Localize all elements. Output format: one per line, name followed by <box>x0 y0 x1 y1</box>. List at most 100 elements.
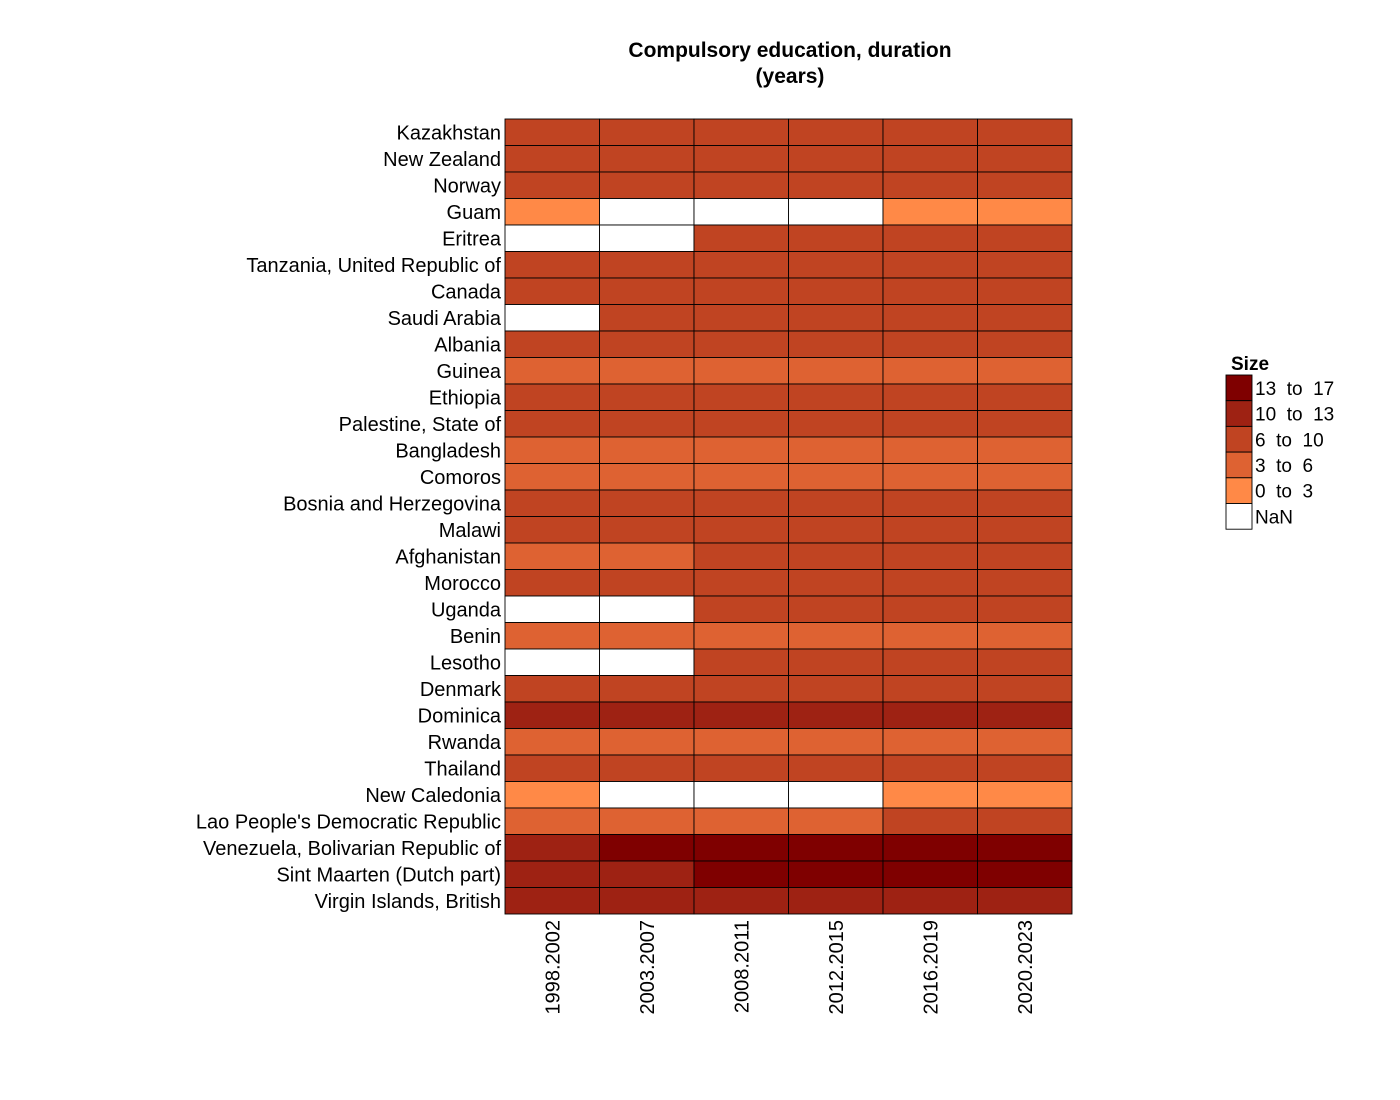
heatmap-cell <box>788 330 884 358</box>
heatmap-cell <box>882 224 978 252</box>
heatmap-cell <box>693 860 789 888</box>
heatmap-cell <box>788 357 884 385</box>
y-tick-label: Comoros <box>420 467 501 489</box>
heatmap-cell <box>882 357 978 385</box>
y-tick-label: Afghanistan <box>395 546 501 568</box>
heatmap-cell <box>977 436 1073 464</box>
heatmap-cell <box>788 622 884 650</box>
heatmap-cell <box>599 436 695 464</box>
heatmap-cell <box>882 304 978 332</box>
legend: Size 13 to 17 10 to 13 6 to 10 3 to 6 0 to 3… <box>1225 354 1334 530</box>
legend-swatch <box>1225 374 1253 402</box>
y-tick-label: Eritrea <box>442 228 502 250</box>
heatmap-cell <box>599 489 695 517</box>
heatmap-cell <box>977 622 1073 650</box>
heatmap-cell <box>788 807 884 835</box>
heatmap-cell <box>788 887 884 915</box>
y-tick-label: New Zealand <box>383 149 501 171</box>
heatmap-cell <box>882 463 978 491</box>
heatmap-cell <box>599 834 695 862</box>
heatmap-cell <box>504 675 600 703</box>
heatmap-cell <box>882 781 978 809</box>
heatmap-cell <box>882 675 978 703</box>
heatmap-cell <box>599 198 695 226</box>
heatmap-cell <box>599 701 695 729</box>
heatmap-cell <box>693 383 789 411</box>
y-tick-label: Lao People's Democratic Republic <box>196 811 501 833</box>
heatmap-cell <box>599 860 695 888</box>
x-tick-label: 2012.2015 <box>826 920 848 1015</box>
heatmap-cell <box>693 251 789 279</box>
heatmap-cell <box>504 728 600 756</box>
heatmap-cell <box>599 251 695 279</box>
heatmap-cell <box>504 410 600 438</box>
chart-title-line: (years) <box>756 65 825 88</box>
heatmap-cell <box>504 171 600 199</box>
heatmap-cell <box>882 622 978 650</box>
heatmap-cell <box>977 569 1073 597</box>
heatmap-cell <box>599 728 695 756</box>
y-tick-label: Rwanda <box>428 732 502 754</box>
heatmap-cell <box>693 675 789 703</box>
heatmap-cell <box>504 622 600 650</box>
heatmap-cell <box>882 251 978 279</box>
heatmap-cell <box>977 277 1073 305</box>
heatmap-cell <box>599 118 695 146</box>
heatmap-cell <box>599 807 695 835</box>
legend-label: 3 to 6 <box>1255 456 1313 477</box>
heatmap-cell <box>693 516 789 544</box>
y-tick-label: Kazakhstan <box>396 122 501 144</box>
legend-label: 10 to 13 <box>1255 405 1334 426</box>
heatmap-cell <box>882 807 978 835</box>
heatmap-cell <box>882 489 978 517</box>
y-tick-label: Thailand <box>424 758 501 780</box>
heatmap-cell <box>693 224 789 252</box>
heatmap-cell <box>882 383 978 411</box>
heatmap-cell <box>882 330 978 358</box>
heatmap-cell <box>693 436 789 464</box>
heatmap-cell <box>693 198 789 226</box>
y-tick-label: New Caledonia <box>365 785 502 807</box>
heatmap-cell <box>788 436 884 464</box>
heatmap-cell <box>504 595 600 623</box>
y-tick-label: Tanzania, United Republic of <box>246 255 501 277</box>
heatmap-cell <box>977 675 1073 703</box>
heatmap-cell <box>788 171 884 199</box>
heatmap-cell <box>882 648 978 676</box>
heatmap-cell <box>977 330 1073 358</box>
y-tick-labels: Kazakhstan New Zealand Norway Guam Eritrea Ta… <box>196 122 502 913</box>
y-tick-label: Uganda <box>431 599 502 621</box>
y-tick-label: Guam <box>447 202 501 224</box>
x-tick-labels: 1998.2002 2003.2007 2008.2011 2012.2015 2016… <box>542 920 1037 1015</box>
y-tick-label: Virgin Islands, British <box>315 891 501 913</box>
heatmap-cell <box>599 516 695 544</box>
heatmap-cell <box>693 357 789 385</box>
heatmap-cell <box>882 410 978 438</box>
heatmap-cell <box>504 463 600 491</box>
y-tick-label: Bosnia and Herzegovina <box>283 493 502 515</box>
heatmap-cell <box>599 595 695 623</box>
heatmap-cell <box>977 754 1073 782</box>
heatmap-cell <box>882 860 978 888</box>
heatmap-cell <box>977 834 1073 862</box>
y-tick-label: Albania <box>434 334 502 356</box>
heatmap-cell <box>599 754 695 782</box>
heatmap-cell <box>788 569 884 597</box>
y-tick-label: Bangladesh <box>395 440 501 462</box>
heatmap-cell <box>788 277 884 305</box>
heatmap-cell <box>788 860 884 888</box>
heatmap-cell <box>504 754 600 782</box>
heatmap-cell <box>504 701 600 729</box>
heatmap-cell <box>599 330 695 358</box>
legend-swatch <box>1225 425 1253 453</box>
heatmap-cell <box>788 198 884 226</box>
legend-swatch <box>1225 400 1253 427</box>
legend-label: 0 to 3 <box>1255 482 1313 503</box>
heatmap-cell <box>599 463 695 491</box>
heatmap-cell <box>977 887 1073 915</box>
y-tick-label: Dominica <box>418 705 502 727</box>
heatmap-cell <box>504 277 600 305</box>
heatmap-cell <box>882 171 978 199</box>
heatmap-cell <box>599 304 695 332</box>
x-tick-label: 1998.2002 <box>542 920 564 1015</box>
